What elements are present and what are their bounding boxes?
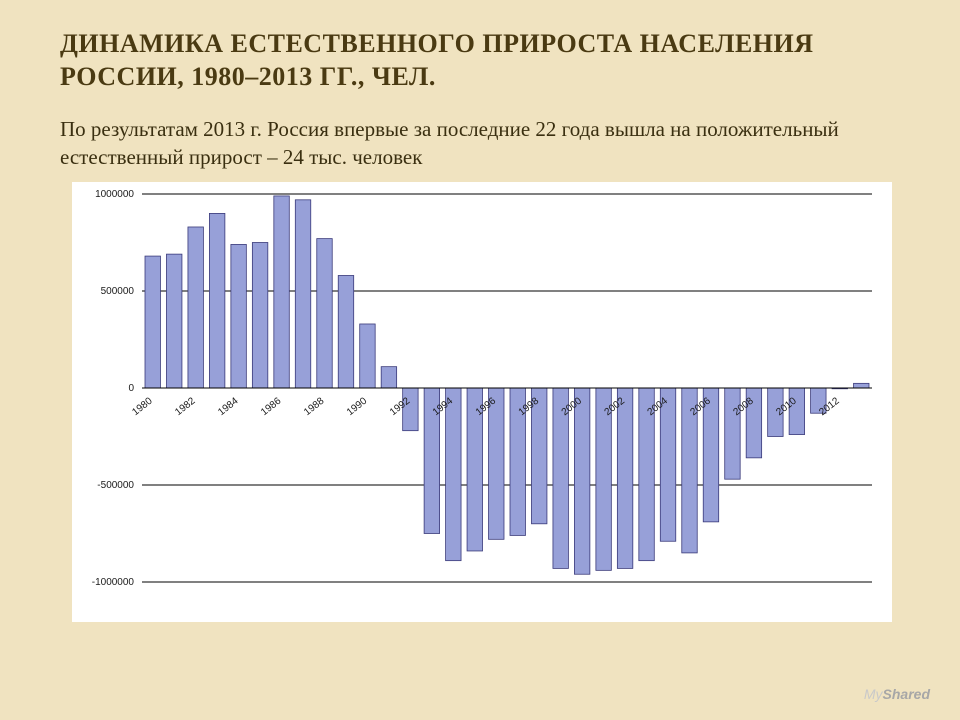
bar-1991 (381, 366, 396, 387)
bar-1990 (360, 324, 375, 388)
bar-1985 (252, 242, 267, 388)
bar-1988 (317, 238, 332, 387)
watermark: MyShared (864, 686, 930, 702)
chart-title: ДИНАМИКА ЕСТЕСТВЕННОГО ПРИРОСТА НАСЕЛЕНИ… (60, 28, 900, 93)
bar-1983 (209, 213, 224, 388)
bar-2010 (789, 388, 804, 435)
bar-1987 (295, 200, 310, 388)
bar-1989 (338, 275, 353, 388)
bar-2000 (574, 388, 589, 574)
svg-text:-1000000: -1000000 (92, 577, 135, 588)
bar-2004 (660, 388, 675, 541)
bar-2002 (617, 388, 632, 568)
svg-text:-500000: -500000 (97, 480, 134, 491)
bar-chart: -1000000 -500000 0 500000 1000000 1980 1982 198… (72, 182, 892, 622)
svg-text:0: 0 (128, 383, 134, 394)
bar-1980 (145, 256, 160, 388)
svg-text:500000: 500000 (101, 286, 135, 297)
svg-text:1982: 1982 (173, 395, 198, 418)
svg-text:1000000: 1000000 (95, 189, 134, 200)
svg-text:1984: 1984 (216, 395, 241, 418)
svg-text:1986: 1986 (259, 395, 284, 418)
chart-subtitle: По результатам 2013 г. Россия впервые за… (60, 115, 900, 172)
svg-text:1988: 1988 (302, 395, 327, 418)
bar-1981 (166, 254, 181, 388)
bar-2007 (725, 388, 740, 479)
svg-text:1990: 1990 (345, 395, 370, 418)
bar-2013 (854, 383, 869, 388)
bar-1984 (231, 244, 246, 388)
bar-1986 (274, 196, 289, 388)
bar-1996 (489, 388, 504, 539)
svg-text:1980: 1980 (130, 395, 155, 418)
bar-1994 (446, 388, 461, 561)
bar-1982 (188, 227, 203, 388)
